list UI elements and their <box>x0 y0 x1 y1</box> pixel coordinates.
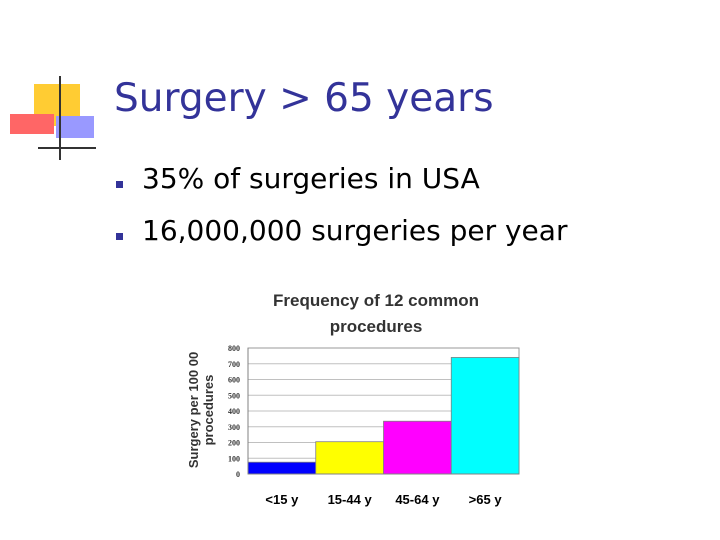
bullet-square-icon <box>116 181 123 188</box>
bullet-text: 16,000,000 surgeries per year <box>142 214 568 247</box>
y-tick-label: 300 <box>228 423 240 432</box>
x-tick-label: <15 y <box>265 492 299 507</box>
y-tick-label: 100 <box>228 454 240 463</box>
bar <box>383 420 452 475</box>
chart-title-line-1: Frequency of 12 common <box>273 291 479 310</box>
logo-blue-bar <box>56 116 94 138</box>
bar <box>450 357 520 475</box>
y-tick-label: 700 <box>228 360 240 369</box>
logo-red-bar <box>10 114 54 134</box>
y-tick-label: 500 <box>228 391 240 400</box>
plot-area: 0 100 200 300 400 500 600 700 800 <15 y 15-44 y 45-… <box>228 344 520 507</box>
x-tick-label: 15-44 y <box>328 492 373 507</box>
bar-chart: Frequency of 12 common procedures Surger… <box>186 291 520 507</box>
y-tick-label: 600 <box>228 376 240 385</box>
y-axis-label-line-1: Surgery per 100 00 <box>186 352 201 468</box>
bar <box>315 441 384 475</box>
y-axis-label-line-2: procedures <box>201 375 216 446</box>
bullet-square-icon <box>116 233 123 240</box>
x-tick-label: 45-64 y <box>395 492 440 507</box>
y-tick-label: 0 <box>236 470 240 479</box>
slide-title: Surgery > 65 years <box>114 76 494 121</box>
bullet-text: 35% of surgeries in USA <box>142 162 480 195</box>
chart-title-line-2: procedures <box>330 317 423 336</box>
slide-logo-decoration <box>10 76 96 160</box>
y-tick-label: 200 <box>228 439 240 448</box>
bar <box>247 461 317 475</box>
x-tick-label: >65 y <box>469 492 503 507</box>
y-tick-label: 400 <box>228 407 240 416</box>
y-tick-label: 800 <box>228 344 240 353</box>
